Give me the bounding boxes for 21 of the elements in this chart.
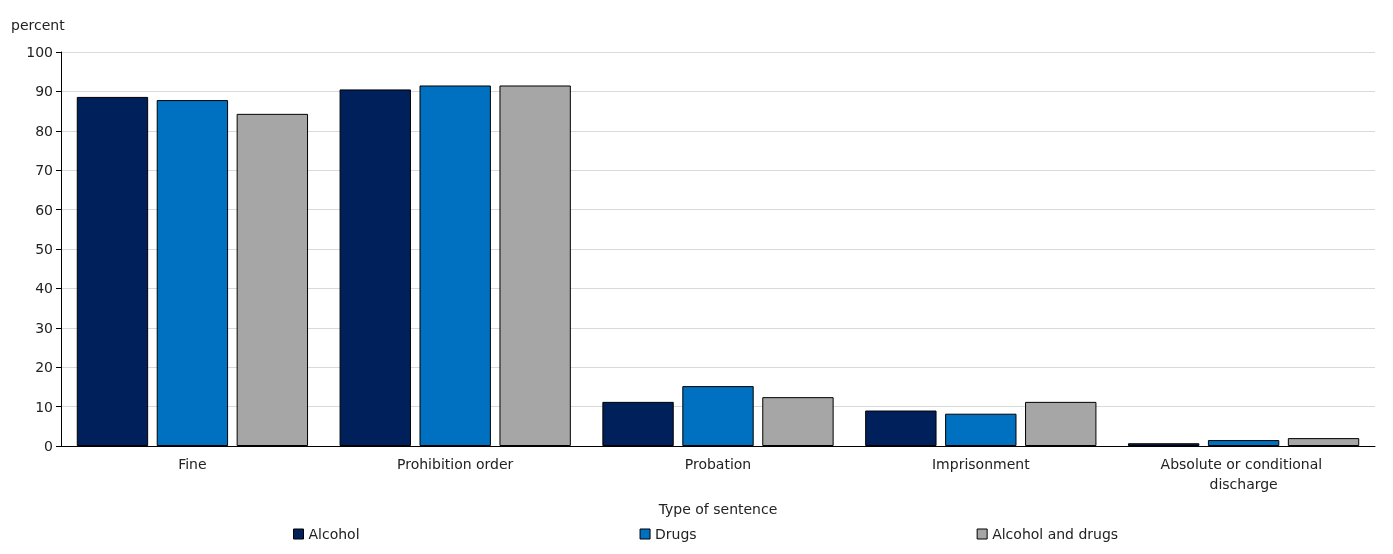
x-tick-label: Prohibition order — [397, 456, 514, 472]
x-tick-label: Absolute or conditional discharge — [1160, 456, 1327, 492]
y-tick-label: 10 — [35, 398, 53, 415]
y-tick-label: 80 — [35, 122, 53, 139]
y-tick-label: 90 — [35, 83, 53, 100]
y-tick-label: 20 — [35, 359, 53, 376]
y-tick-label: 30 — [35, 319, 53, 336]
legend-label: Alcohol and drugs — [992, 526, 1119, 542]
y-tick-label: 40 — [35, 280, 53, 297]
x-tick-label: Imprisonment — [931, 456, 1031, 472]
y-tick-label: 70 — [35, 162, 53, 179]
x-axis-title: Type of sentence — [657, 501, 778, 517]
y-tick-label: 0 — [44, 438, 53, 454]
x-tick-label: Probation — [684, 456, 752, 472]
y-tick-label: 50 — [35, 241, 53, 257]
y-tick-label: 100 — [26, 44, 53, 60]
legend-label: Alcohol — [308, 526, 360, 542]
x-tick-label: Fine — [178, 456, 207, 472]
y-axis-title: percent — [11, 17, 66, 33]
y-tick-label: 60 — [35, 201, 53, 218]
legend-label: Drugs — [655, 526, 697, 542]
